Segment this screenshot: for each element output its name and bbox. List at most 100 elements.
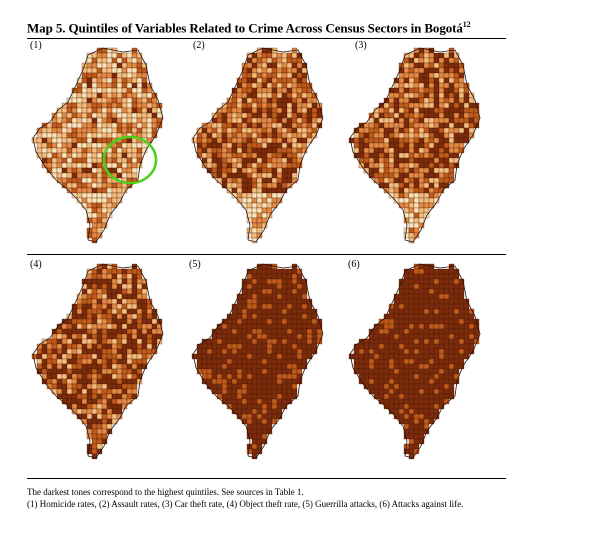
census-sector	[266, 328, 273, 335]
census-sector	[96, 87, 103, 94]
census-sector	[116, 112, 123, 119]
census-sector	[261, 318, 268, 325]
census-sector	[91, 428, 98, 435]
census-sector	[256, 77, 263, 84]
census-sector	[408, 303, 415, 310]
census-sector	[428, 363, 435, 370]
census-sector	[96, 192, 103, 199]
census-sector	[121, 298, 128, 305]
census-sector	[86, 313, 93, 320]
census-sector	[378, 162, 385, 169]
census-sector	[81, 318, 88, 325]
census-sector	[266, 333, 273, 340]
census-sector	[453, 102, 460, 109]
census-sector	[121, 172, 128, 179]
census-sector	[363, 348, 370, 355]
census-sector	[236, 348, 243, 355]
census-sector	[443, 388, 450, 395]
census-sector	[71, 348, 78, 355]
census-sector	[241, 368, 248, 375]
census-sector	[96, 423, 103, 430]
choropleth-map-5	[191, 263, 324, 460]
census-sector	[261, 92, 268, 99]
census-sector	[206, 368, 213, 375]
census-sector	[126, 67, 133, 74]
census-sector	[81, 398, 88, 405]
census-sector	[121, 167, 128, 174]
census-sector	[66, 343, 73, 350]
census-sector	[383, 323, 390, 330]
census-sector	[418, 117, 425, 124]
census-sector	[146, 127, 153, 134]
census-sector	[418, 413, 425, 420]
census-sector	[291, 62, 298, 69]
census-sector	[206, 142, 213, 149]
census-sector	[121, 348, 128, 355]
census-sector	[271, 187, 278, 194]
census-sector	[111, 283, 118, 290]
census-sector	[403, 197, 410, 204]
census-sector	[271, 127, 278, 134]
census-sector	[368, 167, 375, 174]
census-sector	[226, 383, 233, 390]
census-sector	[438, 157, 445, 164]
census-sector	[96, 207, 103, 214]
census-sector	[91, 127, 98, 134]
census-sector	[448, 298, 455, 305]
census-sector	[256, 443, 263, 450]
census-sector	[256, 152, 263, 159]
census-sector	[91, 97, 98, 104]
census-sector	[281, 82, 288, 89]
census-sector	[136, 293, 143, 300]
census-sector	[448, 283, 455, 290]
census-sector	[418, 202, 425, 209]
census-sector	[126, 167, 133, 174]
census-sector	[106, 393, 113, 400]
census-sector	[363, 368, 370, 375]
census-sector	[433, 192, 440, 199]
census-sector	[256, 172, 263, 179]
census-sector	[443, 157, 450, 164]
census-sector	[141, 142, 148, 149]
census-sector	[271, 403, 278, 410]
census-sector	[101, 373, 108, 380]
census-sector	[101, 343, 108, 350]
census-sector	[443, 278, 450, 285]
census-sector	[368, 157, 375, 164]
census-sector	[393, 117, 400, 124]
census-sector	[261, 433, 268, 440]
census-sector	[408, 137, 415, 144]
census-sector	[448, 268, 455, 275]
census-sector	[398, 328, 405, 335]
census-sector	[256, 202, 263, 209]
census-sector	[418, 162, 425, 169]
census-sector	[246, 298, 253, 305]
census-sector	[201, 127, 208, 134]
census-sector	[96, 338, 103, 345]
census-sector	[111, 293, 118, 300]
census-sector	[251, 142, 258, 149]
census-sector	[251, 353, 258, 360]
census-sector	[86, 298, 93, 305]
census-sector	[211, 358, 218, 365]
census-sector	[96, 353, 103, 360]
census-sector	[236, 368, 243, 375]
census-sector	[468, 338, 475, 345]
census-sector	[121, 127, 128, 134]
census-sector	[453, 77, 460, 84]
census-sector	[286, 353, 293, 360]
census-sector	[438, 62, 445, 69]
census-sector	[131, 283, 138, 290]
census-sector	[276, 313, 283, 320]
census-sector	[111, 157, 118, 164]
census-sector	[221, 167, 228, 174]
census-sector	[301, 303, 308, 310]
census-sector	[151, 122, 158, 129]
census-sector	[121, 117, 128, 124]
census-sector	[131, 313, 138, 320]
census-sector	[81, 87, 88, 94]
census-sector	[216, 383, 223, 390]
census-sector	[116, 278, 123, 285]
census-sector	[443, 62, 450, 69]
census-sector	[378, 132, 385, 139]
